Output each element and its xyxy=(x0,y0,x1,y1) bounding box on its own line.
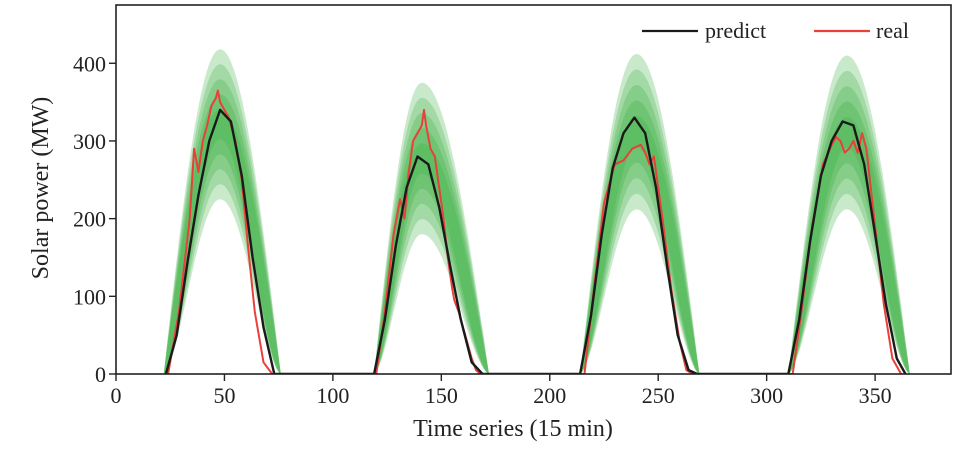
uncertainty-bands xyxy=(163,49,910,374)
band-hump-3-layer-5 xyxy=(580,116,700,374)
y-tick-label: 200 xyxy=(73,207,106,232)
y-tick-label: 400 xyxy=(73,51,106,76)
y-tick-label: 0 xyxy=(95,362,106,387)
band-hump-2-layer-3 xyxy=(374,113,489,374)
band-hump-3-layer-3 xyxy=(580,85,700,374)
x-tick-label: 100 xyxy=(316,383,349,408)
legend-label-predict: predict xyxy=(705,18,766,43)
x-tick-label: 350 xyxy=(859,383,892,408)
band-hump-2-layer-5 xyxy=(374,143,489,374)
y-axis: 0 100 200 300 400 xyxy=(73,51,116,387)
y-tick-label: 100 xyxy=(73,284,106,309)
series-lines xyxy=(164,89,907,374)
x-axis: 0 50 100 150 200 250 300 350 xyxy=(111,374,892,408)
x-tick-label: 0 xyxy=(111,383,122,408)
band-hump-1-layer-3 xyxy=(163,79,281,374)
y-axis-label: Solar power (MW) xyxy=(28,97,54,280)
x-axis-label: Time series (15 min) xyxy=(413,416,613,442)
band-hump-4-layer-1 xyxy=(788,55,910,374)
band-hump-2-layer-4 xyxy=(374,128,489,374)
band-hump-3-layer-4 xyxy=(580,100,700,374)
plot-frame xyxy=(115,4,952,375)
x-tick-label: 250 xyxy=(642,383,675,408)
band-hump-4-layer-5 xyxy=(788,117,910,374)
series-line-predict xyxy=(164,108,907,374)
legend: predict real xyxy=(642,18,909,43)
x-tick-label: 200 xyxy=(533,383,566,408)
x-tick-label: 50 xyxy=(213,383,235,408)
series-line-real xyxy=(167,89,902,374)
band-hump-4-layer-4 xyxy=(788,101,910,374)
x-tick-label: 150 xyxy=(425,383,458,408)
band-hump-2-layer-2 xyxy=(374,97,489,374)
x-tick-label: 300 xyxy=(750,383,783,408)
y-tick-label: 300 xyxy=(73,129,106,154)
legend-label-real: real xyxy=(876,18,909,43)
band-hump-2-layer-1 xyxy=(374,82,489,374)
